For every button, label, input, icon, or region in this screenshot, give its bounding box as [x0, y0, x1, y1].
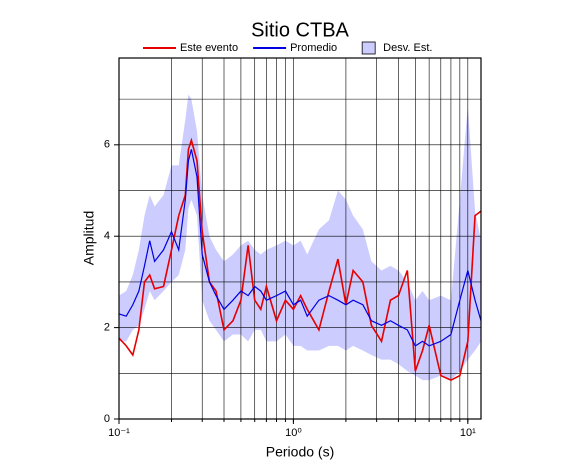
y-tick-label: 2: [104, 322, 110, 334]
y-tick-label: 6: [104, 139, 110, 151]
std-band: [119, 94, 481, 381]
legend-swatch: [361, 41, 376, 55]
series-line: [118, 137, 482, 382]
y-axis-label: Amplitud: [81, 211, 97, 265]
legend-label: Promedio: [290, 42, 337, 54]
x-axis-label: Periodo (s): [266, 444, 334, 460]
legend-label: Desv. Est.: [383, 42, 432, 54]
x-tick-label: 10⁰: [285, 427, 302, 439]
x-tick-label: 10⁻¹: [108, 427, 130, 439]
plot-frame: [118, 57, 482, 420]
y-tick-label: 4: [104, 230, 110, 242]
chart-title: Sitio CTBA: [251, 19, 349, 41]
legend-label: Este evento: [180, 42, 238, 54]
series-line: [118, 149, 482, 347]
x-tick-label: 10¹: [460, 427, 476, 439]
y-tick-label: 0: [104, 413, 110, 425]
